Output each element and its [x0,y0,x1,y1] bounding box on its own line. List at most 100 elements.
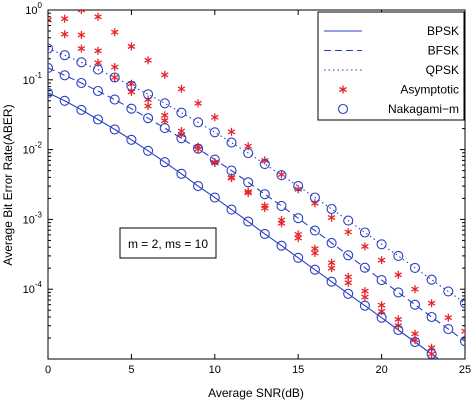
asymptotic-marker [427,343,436,352]
asymptotic-marker [110,63,119,72]
x-tick-label: 25 [459,364,471,376]
nakagami-marker [159,157,170,168]
asymptotic-marker [444,313,453,322]
asymptotic-marker [327,258,336,267]
asymptotic-marker [344,228,353,236]
nakagami-marker [226,204,237,215]
nakagami-marker [59,70,70,81]
legend-label: Nakagami−m [388,102,459,116]
x-tick-label: 15 [292,364,304,376]
asymptotic-marker [294,185,303,194]
nakagami-marker [209,154,220,165]
asymptotic-marker [77,44,86,53]
asymptotic-marker [344,272,353,281]
nakagami-marker [309,192,320,203]
nakagami-marker [393,250,404,261]
x-tick-label: 20 [375,364,387,376]
nakagami-marker [226,165,237,176]
nakagami-marker [276,240,287,251]
asymptotic-marker [127,42,136,51]
asymptotic-marker [194,99,202,108]
asymptotic-marker [411,285,419,294]
nakagami-marker [126,134,137,145]
legend-box [317,11,465,121]
nakagami-marker [176,107,187,118]
nakagami-marker [393,324,404,336]
asymptotic-marker [94,12,102,21]
nakagami-marker [459,336,465,347]
nakagami-marker [393,287,404,298]
nakagami-marker [409,299,421,310]
nakagami-marker [48,87,54,98]
nakagami-marker [92,114,104,125]
legend-label: BPSK [427,24,459,38]
nakagami-marker [76,57,87,68]
asymptotic-marker [210,113,219,122]
nakagami-marker [359,227,370,238]
nakagami-marker [343,288,354,299]
asymptotic-marker [110,73,119,82]
nakagami-marker [359,300,370,311]
nakagami-marker [59,50,70,61]
asymptotic-marker [210,159,219,168]
y-axis-title: Average Bit Error Rate(ABER) [1,104,15,265]
asymptotic-marker [411,329,419,338]
nakagami-marker [376,312,387,323]
nakagami-marker [326,276,337,287]
asymptotic-marker [244,187,252,196]
y-tick-label: 10-3 [23,210,43,226]
x-tick-label: 0 [45,364,51,376]
nakagami-marker [243,216,254,227]
legend-entry-qpsk: QPSK [324,63,459,77]
nakagami-marker [193,117,204,128]
asymptotic-marker [77,10,86,14]
nakagami-marker [326,203,337,215]
asymptotic-marker [361,287,369,296]
y-tick-label: 100 [25,1,42,17]
asymptotic-marker [311,244,319,253]
nakagami-marker [259,189,270,200]
legend-label: BFSK [428,44,459,58]
asymptotic-marker [144,102,152,111]
nakagami-marker [293,252,304,263]
asymptotic-marker [377,301,386,310]
nakagami-marker [48,43,54,54]
nakagami-marker [326,237,337,248]
nakagami-marker [176,133,187,144]
nakagami-marker [259,159,270,170]
asymptotic-marker [361,242,369,251]
nakagami-marker [48,62,54,73]
nakagami-marker [343,215,354,226]
legend-swatch [337,103,349,115]
asymptotic-marker [160,70,169,79]
nakagami-marker [409,336,421,348]
nakagami-marker [426,311,437,323]
nakagami-marker [126,80,137,91]
legend-swatch [339,85,347,94]
nakagami-marker [243,148,254,159]
nakagami-marker [426,348,437,359]
legend: BPSK BFSK QPSK Asymptotic Nakagami−m [317,11,465,121]
x-axis-title: Average SNR(dB) [208,386,304,400]
asymptotic-marker [377,256,386,265]
nakagami-marker [376,275,387,286]
nakagami-marker [209,192,220,203]
nakagami-marker [293,213,304,224]
asymptotic-marker [177,84,186,93]
nakagami-marker [193,143,204,154]
data-layer [48,10,465,359]
nakagami-marker [343,250,354,261]
legend-label: QPSK [426,63,459,77]
asymptotic-marker [227,127,236,136]
asymptotic-marker [427,299,436,308]
plot-clip-group [48,10,465,359]
nakagami-marker [276,170,287,181]
annotation-box: m = 2, ms = 10 [119,227,217,259]
asymptotic-marker [77,30,86,39]
nakagami-marker [359,262,370,273]
nakagami-marker [126,103,137,114]
nakagami-marker [109,124,120,135]
asymptotic-marker [110,28,119,37]
nakagami-marker [143,113,154,124]
